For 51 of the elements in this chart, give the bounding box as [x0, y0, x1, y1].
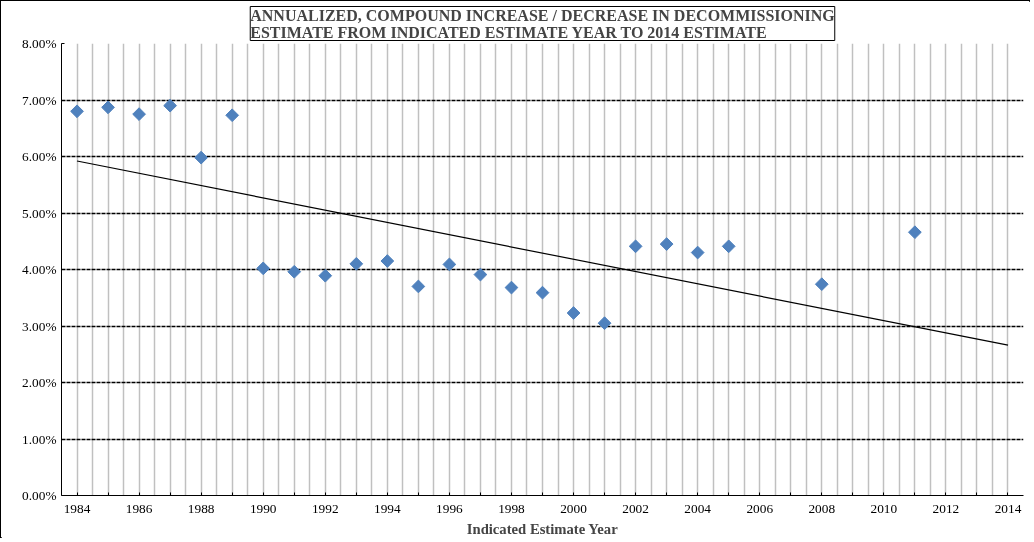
x-tick-label: 1984: [63, 500, 91, 516]
x-tick-label: 1998: [498, 500, 526, 516]
point: [101, 100, 115, 115]
point: [442, 257, 457, 272]
point: [318, 268, 333, 283]
x-tick-label: 1990: [249, 500, 277, 516]
point: [380, 254, 395, 268]
x-tick-label: 2000: [560, 500, 588, 516]
x-tick-label: 2004: [684, 500, 712, 516]
point: [194, 150, 209, 165]
point: [628, 239, 643, 254]
point: [256, 261, 271, 276]
y-tick-label: 3.00%: [22, 318, 57, 334]
point: [225, 108, 240, 123]
y-tick-label: 7.00%: [22, 92, 57, 108]
point: [70, 104, 84, 119]
point: [132, 107, 146, 121]
y-tick-label: 1.00%: [22, 431, 57, 447]
point: [473, 267, 488, 282]
point: [597, 316, 612, 331]
point: [163, 98, 177, 113]
x-tick-label: 1988: [187, 500, 215, 516]
point: [566, 306, 581, 320]
point: [721, 239, 736, 254]
y-tick-label: 6.00%: [22, 149, 57, 164]
point: [690, 245, 705, 260]
point: [411, 279, 426, 294]
point: [287, 264, 302, 279]
x-tick-label: 2014: [994, 500, 1022, 516]
point: [659, 237, 674, 251]
x-tick-label: 2010: [870, 500, 898, 516]
x-tick-label: 1996: [436, 500, 464, 516]
point: [908, 225, 922, 240]
point: [504, 280, 519, 295]
x-tick-label: 2012: [932, 500, 960, 516]
x-axis-title: Indicated Estimate Year: [466, 520, 619, 537]
x-tick-label: 2002: [622, 500, 649, 516]
x-tick-label: 1986: [125, 500, 153, 516]
chart-title: ANNUALIZED, COMPOUND INCREASE / DECREASE IN DECOMMISSIONING ESTIMATE FROM INDICATED ESTIMATE YEAR TO 2014 ESTIMATE: [250, 6, 836, 41]
point: [349, 256, 364, 271]
y-tick-label: 5.00%: [22, 205, 57, 221]
x-tick-label: 1994: [374, 500, 401, 516]
y-tick-label: 0.00%: [22, 488, 57, 503]
point: [535, 285, 550, 300]
x-tick-label: 1992: [311, 500, 339, 516]
point: [814, 277, 829, 292]
x-tick-label: 2006: [746, 500, 774, 516]
y-tick-label: 2.00%: [22, 375, 57, 390]
y-tick-label: 8.00%: [22, 36, 57, 51]
x-tick-label: 2008: [808, 500, 836, 516]
y-tick-label: 4.00%: [22, 262, 57, 277]
